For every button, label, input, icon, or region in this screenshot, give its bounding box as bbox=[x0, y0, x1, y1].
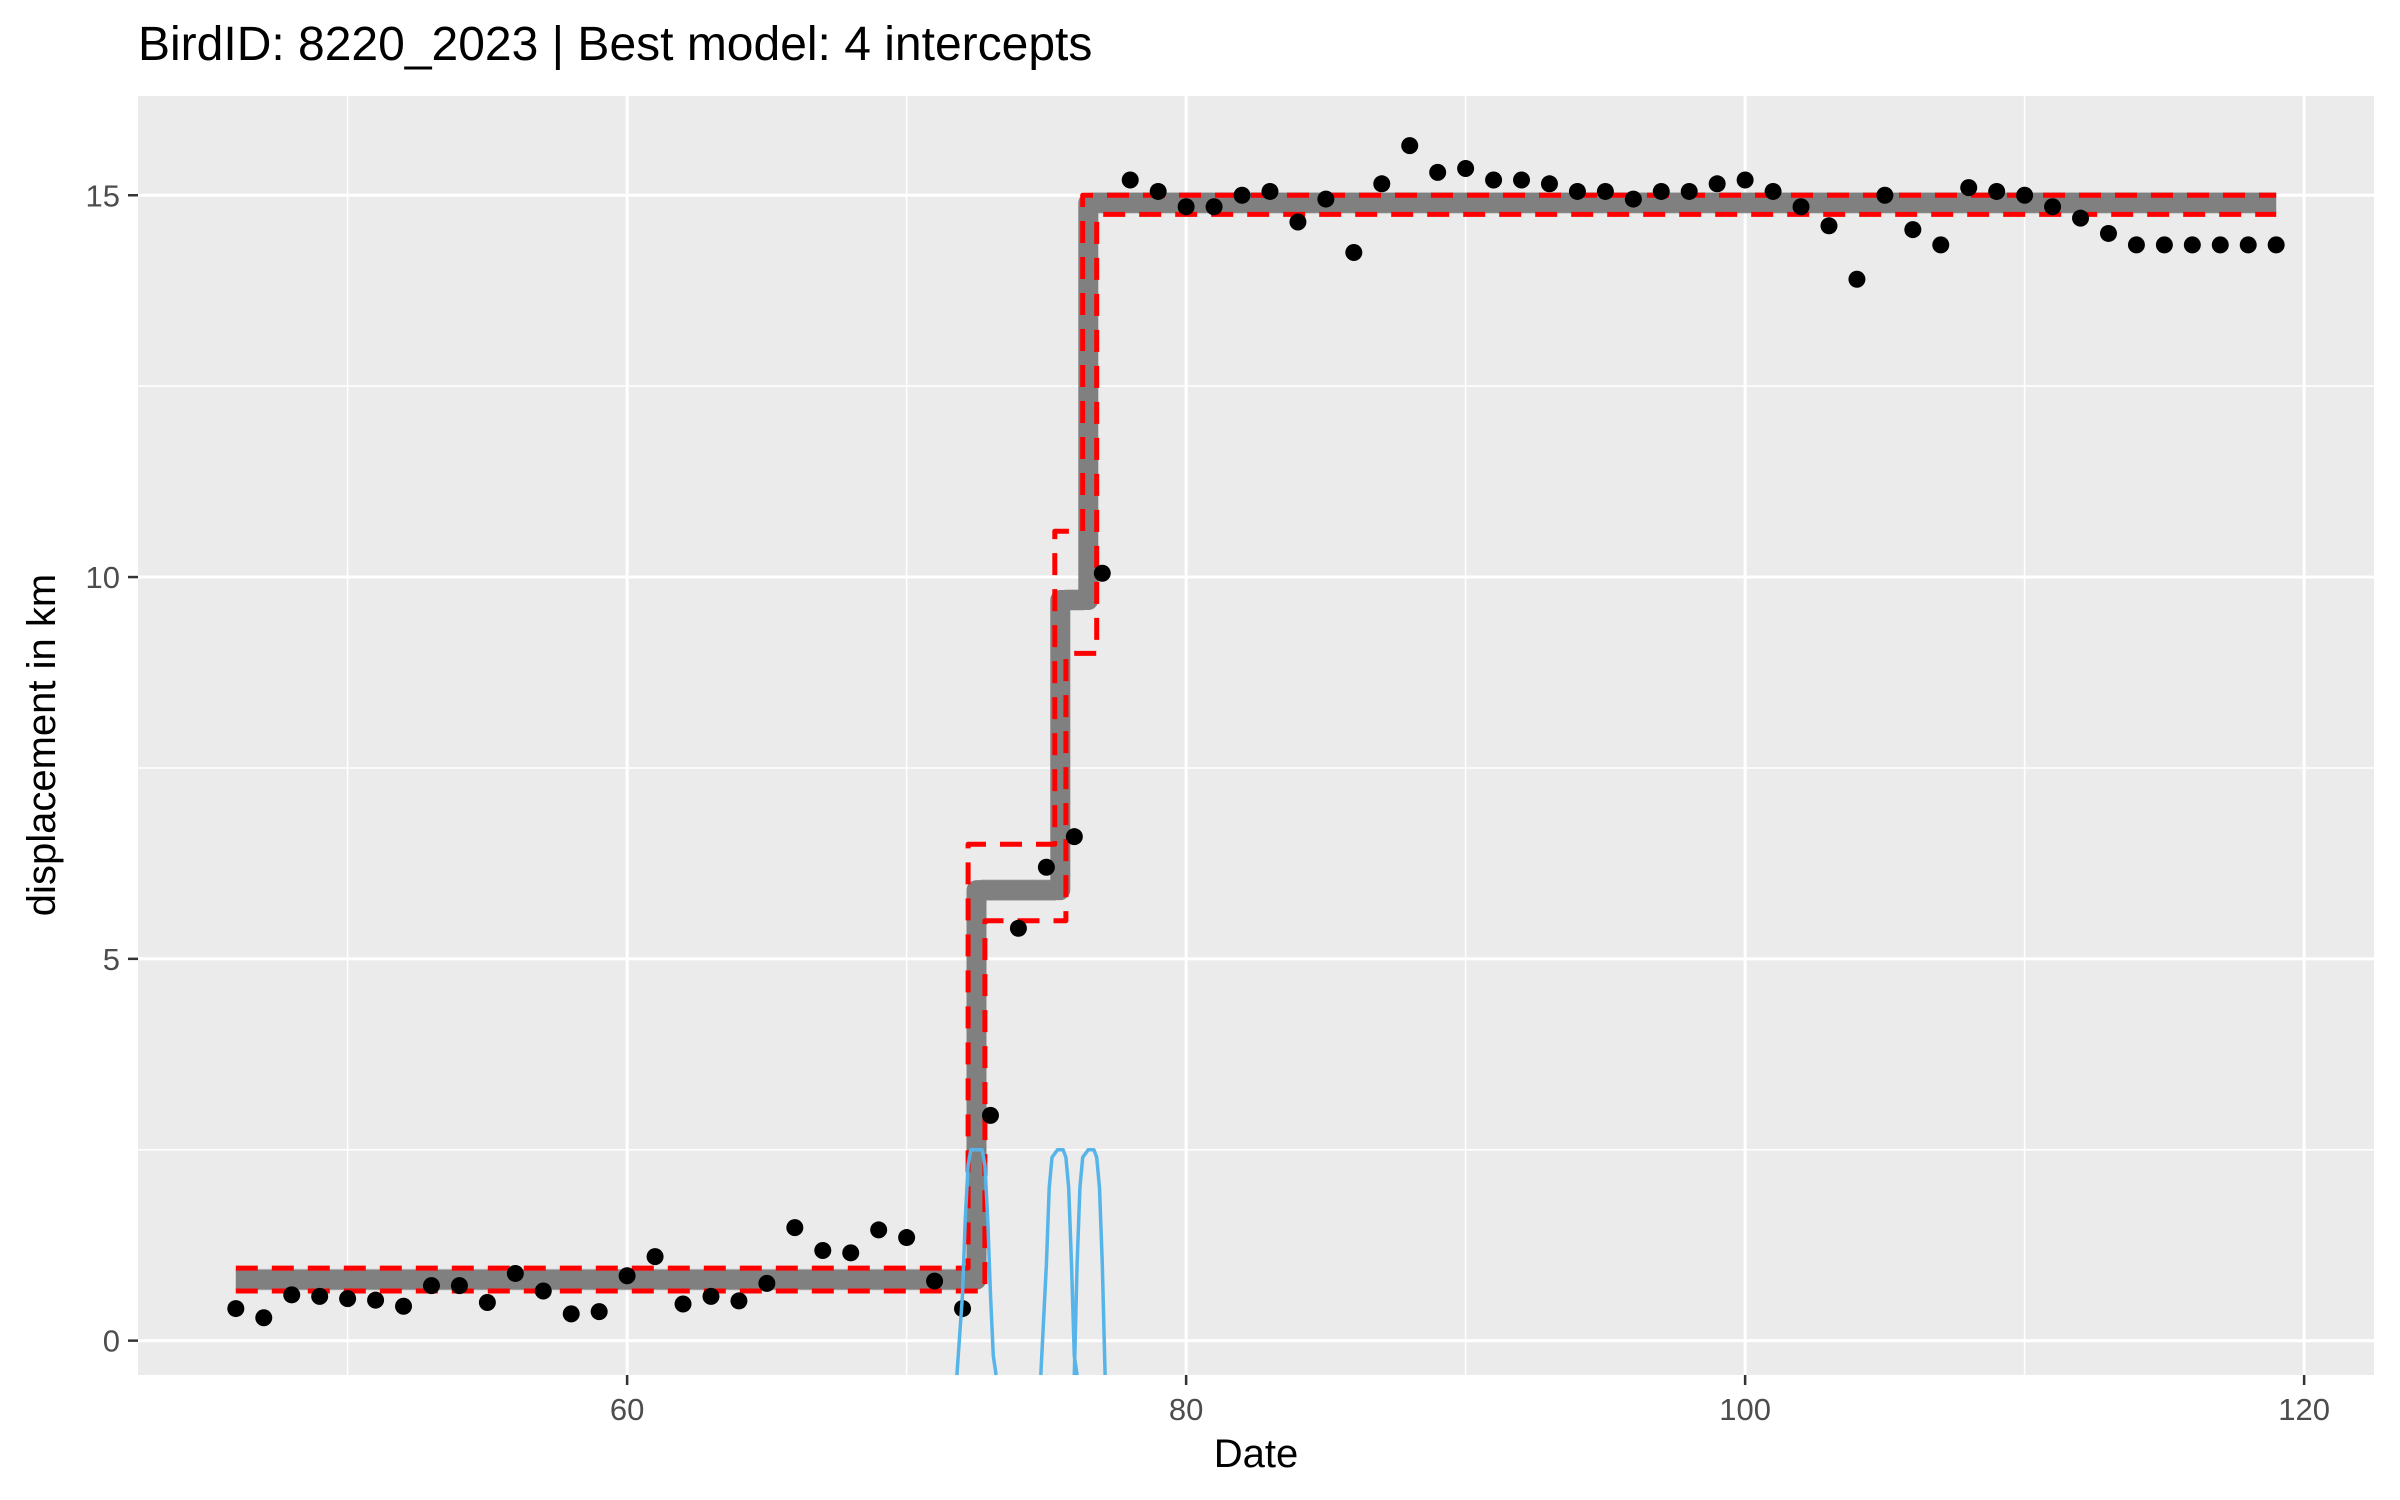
data-point bbox=[1792, 198, 1810, 216]
data-point bbox=[1177, 198, 1195, 216]
data-point bbox=[2127, 236, 2145, 254]
data-point bbox=[646, 1248, 664, 1266]
x-tick-label: 60 bbox=[610, 1392, 644, 1427]
data-point bbox=[2239, 236, 2257, 254]
data-point bbox=[1401, 137, 1419, 155]
data-point bbox=[562, 1305, 580, 1323]
data-point bbox=[395, 1297, 413, 1315]
data-point bbox=[283, 1286, 301, 1304]
chart-title: BirdID: 8220_2023 | Best model: 4 interc… bbox=[138, 18, 1092, 71]
data-point bbox=[870, 1221, 888, 1239]
data-point bbox=[367, 1291, 385, 1309]
data-point bbox=[1848, 270, 1866, 288]
data-point bbox=[2099, 224, 2117, 242]
data-point bbox=[981, 1106, 999, 1124]
y-tick-label: 5 bbox=[103, 942, 120, 977]
data-point bbox=[1960, 179, 1978, 197]
data-point bbox=[898, 1229, 916, 1247]
data-point bbox=[1149, 182, 1167, 200]
model-fit-lines bbox=[235, 192, 2277, 1294]
data-point bbox=[674, 1295, 692, 1313]
data-point bbox=[1932, 236, 1950, 254]
data-point bbox=[1820, 217, 1838, 235]
data-point bbox=[1037, 858, 1055, 876]
data-point bbox=[1345, 244, 1363, 262]
y-axis-title: displacement in km bbox=[20, 574, 64, 916]
data-point bbox=[2044, 198, 2062, 216]
y-tick-label: 15 bbox=[86, 178, 120, 213]
data-point bbox=[730, 1292, 748, 1310]
x-axis-title: Date bbox=[1214, 1432, 1299, 1476]
x-tick-label: 100 bbox=[1719, 1392, 1771, 1427]
best-fit-line bbox=[235, 192, 2277, 1290]
tick-labels: 60 80 100 120 0 5 10 15 bbox=[86, 178, 2330, 1427]
data-point bbox=[618, 1267, 636, 1285]
data-point bbox=[1624, 190, 1642, 208]
data-point bbox=[702, 1287, 720, 1305]
data-point bbox=[814, 1242, 832, 1260]
data-point bbox=[1596, 182, 1614, 200]
data-point bbox=[1093, 564, 1111, 582]
x-tick-label: 120 bbox=[2278, 1392, 2330, 1427]
x-tick-label: 80 bbox=[1169, 1392, 1203, 1427]
data-point bbox=[2267, 236, 2285, 254]
data-point bbox=[1233, 186, 1251, 204]
minor-gridlines bbox=[138, 96, 2374, 1375]
data-point bbox=[1680, 182, 1698, 200]
changepoint-density-curves bbox=[955, 1147, 1107, 1376]
data-point bbox=[1121, 171, 1139, 189]
data-point bbox=[2016, 186, 2034, 204]
data-point bbox=[1568, 182, 1586, 200]
data-point bbox=[2211, 236, 2229, 254]
data-point bbox=[1289, 213, 1307, 231]
data-point bbox=[1513, 171, 1531, 189]
data-point bbox=[1540, 175, 1558, 193]
data-point bbox=[1205, 198, 1223, 216]
changepoint-density-curve bbox=[955, 1147, 998, 1376]
y-tick-label: 10 bbox=[86, 560, 120, 595]
data-points bbox=[227, 137, 2285, 1327]
data-point bbox=[1652, 182, 1670, 200]
changepoint-density-curve bbox=[1072, 1147, 1107, 1376]
data-point bbox=[590, 1303, 608, 1321]
data-point bbox=[506, 1264, 524, 1282]
data-point bbox=[227, 1300, 245, 1318]
data-point bbox=[534, 1282, 552, 1300]
lower-envelope-line bbox=[235, 211, 2277, 1294]
plot-panel bbox=[138, 96, 2374, 1375]
data-point bbox=[450, 1277, 468, 1295]
data-point bbox=[311, 1287, 329, 1305]
data-point bbox=[1485, 171, 1503, 189]
data-point bbox=[339, 1290, 357, 1308]
data-point bbox=[1764, 182, 1782, 200]
data-point bbox=[478, 1293, 496, 1311]
data-point bbox=[2155, 236, 2173, 254]
data-point bbox=[1457, 160, 1475, 178]
data-point bbox=[1065, 828, 1083, 846]
data-point bbox=[1904, 221, 1922, 239]
data-point bbox=[1009, 919, 1027, 937]
axis-ticks bbox=[128, 194, 2306, 1385]
data-point bbox=[1317, 190, 1335, 208]
data-point bbox=[1708, 175, 1726, 193]
data-point bbox=[1429, 163, 1447, 181]
data-point bbox=[926, 1272, 944, 1290]
data-point bbox=[758, 1274, 776, 1292]
data-point bbox=[2183, 236, 2201, 254]
data-point bbox=[786, 1219, 804, 1237]
data-point bbox=[1736, 171, 1754, 189]
data-point bbox=[842, 1244, 860, 1262]
data-point bbox=[1876, 186, 1894, 204]
data-point bbox=[255, 1309, 273, 1327]
data-point bbox=[1988, 182, 2006, 200]
data-point bbox=[2072, 209, 2090, 227]
data-point bbox=[1373, 175, 1391, 193]
changepoint-density-curve bbox=[1039, 1147, 1079, 1376]
y-tick-label: 0 bbox=[103, 1324, 120, 1359]
data-point bbox=[1261, 182, 1279, 200]
data-point bbox=[422, 1277, 440, 1295]
